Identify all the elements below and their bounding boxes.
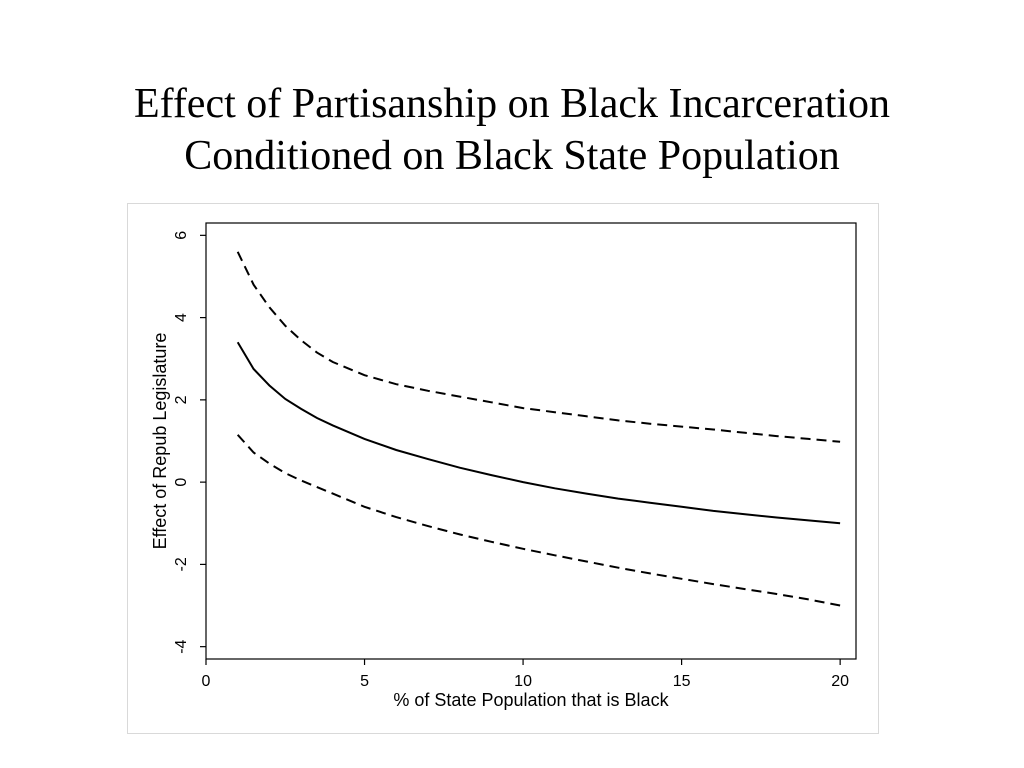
y-tick-label: 4: [173, 313, 190, 322]
y-axis-label: Effect of Repub Legislature: [150, 333, 170, 550]
y-tick-label: -2: [173, 557, 190, 571]
upper-bound-line: [236, 251, 841, 443]
x-tick-label: 10: [514, 673, 532, 690]
x-axis-label: % of State Population that is Black: [393, 690, 669, 710]
plot-area: [205, 222, 857, 660]
x-tick-label: 0: [202, 673, 211, 690]
y-axis: -4 -2 0 2 4 6: [173, 231, 206, 654]
title-line-2: Conditioned on Black State Population: [184, 133, 840, 179]
x-tick-label: 15: [673, 673, 691, 690]
y-tick-label: 2: [173, 395, 190, 404]
slide-title: Effect of Partisanship on Black Incarcer…: [0, 78, 1024, 182]
y-tick-label: -4: [173, 639, 190, 653]
line-chart: -4 -2 0 2 4 6 0 5 10 15 20 % of State Population …: [150, 222, 857, 710]
y-tick-label: 0: [173, 478, 190, 487]
y-tick-label: 6: [173, 231, 190, 240]
series-group: [236, 251, 841, 607]
title-line-1: Effect of Partisanship on Black Incarcer…: [133, 81, 891, 127]
x-axis: 0 5 10 15 20: [202, 659, 849, 690]
x-tick-label: 5: [360, 673, 369, 690]
lower-bound-line: [236, 434, 841, 607]
x-tick-label: 20: [831, 673, 849, 690]
effect-line: [236, 341, 841, 525]
